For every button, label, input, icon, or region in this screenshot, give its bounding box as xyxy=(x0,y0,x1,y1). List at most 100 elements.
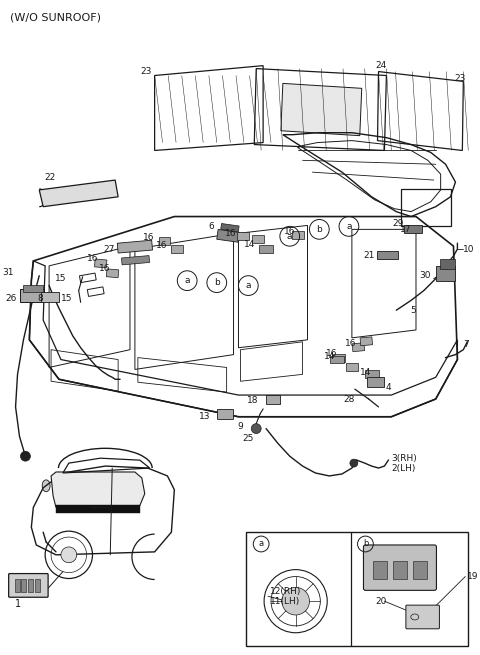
Bar xyxy=(36,578,40,592)
Text: a: a xyxy=(346,222,352,231)
Bar xyxy=(393,561,407,578)
Bar xyxy=(87,287,104,297)
Polygon shape xyxy=(51,472,145,508)
Text: 30: 30 xyxy=(420,271,431,280)
Text: a: a xyxy=(259,540,264,548)
Text: 16: 16 xyxy=(143,233,155,242)
Circle shape xyxy=(21,451,30,461)
Bar xyxy=(252,235,264,243)
Text: b: b xyxy=(316,225,322,234)
Circle shape xyxy=(350,459,358,467)
Text: 31: 31 xyxy=(2,269,13,277)
Text: 27: 27 xyxy=(104,244,115,253)
Text: a: a xyxy=(246,281,251,290)
Text: 12(RH)
11(LH): 12(RH) 11(LH) xyxy=(270,587,301,606)
Bar xyxy=(246,532,468,646)
Text: 23: 23 xyxy=(140,67,152,76)
Bar xyxy=(106,269,119,278)
Bar xyxy=(266,395,280,404)
Text: 16: 16 xyxy=(345,339,357,348)
Circle shape xyxy=(61,547,77,563)
Text: 17: 17 xyxy=(399,225,411,234)
Text: 13: 13 xyxy=(199,412,211,421)
Bar xyxy=(333,354,345,362)
Text: b: b xyxy=(214,278,220,287)
Bar xyxy=(259,245,273,253)
Text: a: a xyxy=(184,276,190,285)
Bar xyxy=(292,231,303,239)
Text: 18: 18 xyxy=(247,396,258,405)
Text: a: a xyxy=(287,232,292,241)
Text: 20: 20 xyxy=(375,597,386,606)
Text: 16: 16 xyxy=(325,349,337,358)
Text: 5: 5 xyxy=(410,306,416,315)
Text: 29: 29 xyxy=(393,219,404,228)
Text: 8: 8 xyxy=(37,294,43,303)
Polygon shape xyxy=(281,83,362,136)
Bar xyxy=(121,255,150,265)
Bar xyxy=(117,240,153,253)
Text: 1: 1 xyxy=(15,599,22,609)
Bar xyxy=(352,343,365,352)
Text: (W/O SUNROOF): (W/O SUNROOF) xyxy=(10,12,101,22)
Text: 15: 15 xyxy=(55,274,67,283)
FancyBboxPatch shape xyxy=(363,545,436,590)
Text: 10: 10 xyxy=(463,244,475,253)
Text: 14: 14 xyxy=(244,240,255,249)
Text: 16: 16 xyxy=(99,265,110,273)
Text: 4: 4 xyxy=(386,383,391,392)
Polygon shape xyxy=(56,504,140,514)
Bar xyxy=(95,259,107,268)
Text: 16: 16 xyxy=(156,240,168,250)
Bar xyxy=(20,289,44,303)
Bar xyxy=(440,259,456,269)
Bar xyxy=(24,284,43,293)
Text: 24: 24 xyxy=(375,61,386,70)
Text: 22: 22 xyxy=(45,173,56,181)
Text: 7: 7 xyxy=(463,340,469,349)
Text: 16: 16 xyxy=(284,227,296,236)
Bar xyxy=(373,561,387,578)
Bar xyxy=(217,229,240,242)
Bar xyxy=(171,245,183,253)
Polygon shape xyxy=(39,180,118,207)
Bar xyxy=(158,237,170,245)
Bar xyxy=(367,377,384,387)
Text: 16: 16 xyxy=(225,229,237,238)
Text: 14: 14 xyxy=(360,368,372,377)
Text: 21: 21 xyxy=(363,250,374,259)
FancyBboxPatch shape xyxy=(9,574,48,597)
Bar xyxy=(404,225,422,233)
Text: 16: 16 xyxy=(87,254,98,263)
Text: 2(LH): 2(LH) xyxy=(391,464,416,472)
Text: 26: 26 xyxy=(5,294,16,303)
Bar xyxy=(365,371,379,379)
Text: 23: 23 xyxy=(454,74,465,83)
Bar xyxy=(80,273,96,282)
Bar xyxy=(376,251,398,259)
Text: 9: 9 xyxy=(238,422,243,431)
Ellipse shape xyxy=(42,480,50,492)
Circle shape xyxy=(252,424,261,434)
Bar xyxy=(436,266,456,280)
Circle shape xyxy=(282,588,310,615)
Bar xyxy=(221,223,239,232)
Bar xyxy=(22,578,26,592)
Text: 28: 28 xyxy=(344,394,355,403)
Bar xyxy=(217,409,232,419)
Text: 6: 6 xyxy=(208,222,214,231)
Text: 3(RH): 3(RH) xyxy=(391,454,417,462)
Bar xyxy=(401,189,451,227)
Text: b: b xyxy=(363,540,368,548)
Text: 15: 15 xyxy=(61,294,73,303)
Bar xyxy=(413,561,427,578)
Text: 19: 19 xyxy=(467,572,479,581)
Bar xyxy=(14,578,20,592)
Bar xyxy=(41,293,59,303)
Bar xyxy=(330,356,344,364)
Text: 25: 25 xyxy=(242,434,253,443)
Text: 14: 14 xyxy=(324,352,335,361)
FancyBboxPatch shape xyxy=(406,605,439,629)
Bar xyxy=(238,233,249,240)
Bar xyxy=(28,578,33,592)
